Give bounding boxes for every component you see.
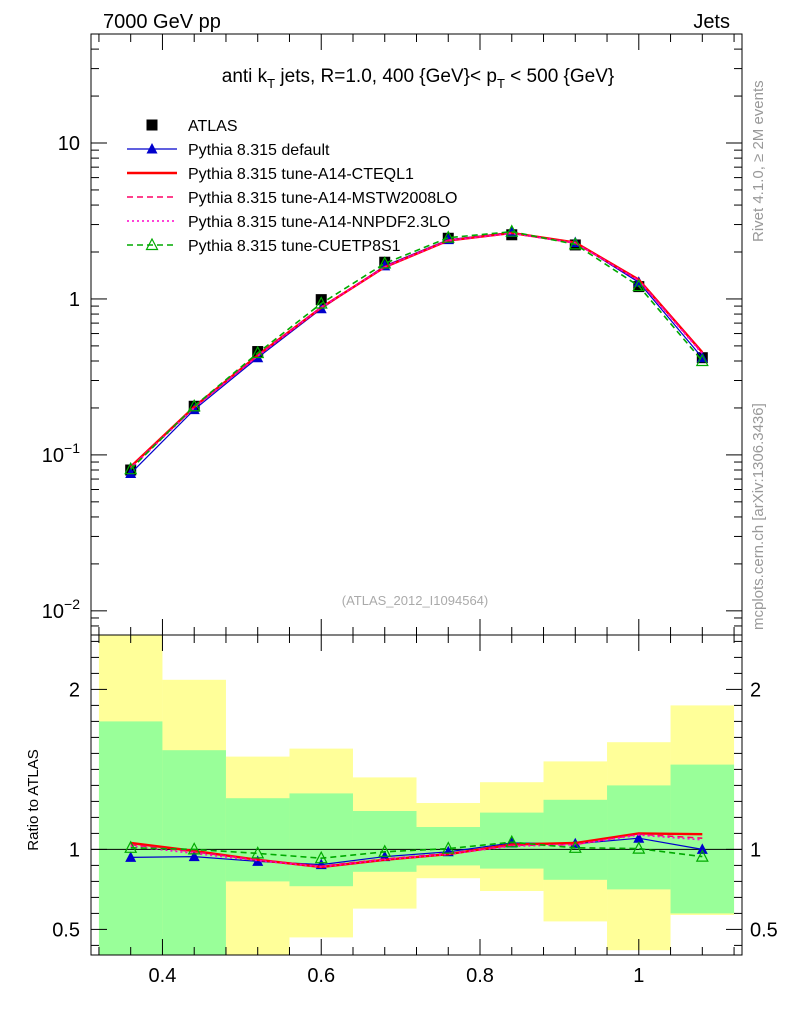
main-point-pythia-8-315-tune-cuetp8s1 [251, 345, 265, 359]
ratio-y-tick-label-left: 2 [69, 679, 80, 701]
legend-label-pythia-8-315-tune-a14-cteql1: Pythia 8.315 tune-A14-CTEQL1 [188, 166, 414, 183]
legend-marker-pythia-8-315-default [146, 143, 158, 154]
ratio-series-pythia-8-315-tune-a14-nnpdf2-3lo [130, 834, 703, 868]
main-y-ticks: 10−2 10−1 1 10 [42, 33, 742, 636]
ratio-band-inner [98, 721, 163, 955]
ratio-y-tick-label-right: 2 [750, 679, 761, 701]
main-point-pythia-8-315-tune-cuetp8s1 [378, 256, 392, 269]
ratio-series [124, 832, 709, 870]
main-y-tick-label: 10−2 [42, 596, 80, 623]
ratio-point-pythia-8-315-tune-cuetp8s1 [251, 846, 265, 859]
mcplots-source-label: mcplots.cern.ch [arXiv:1306.3436] [750, 403, 767, 630]
main-y-tick-label: 1 [69, 289, 80, 311]
chart-title: anti kT jets, R=1.0, 400 {GeV}< pT < 500… [222, 66, 615, 91]
main-point-pythia-8-315-tune-cuetp8s1 [187, 398, 201, 412]
ratio-series-pythia-8-315-tune-cuetp8s1 [124, 834, 709, 864]
legend-entry-pythia-8-315-default: Pythia 8.315 default [127, 142, 330, 159]
main-point-pythia-8-315-tune-cuetp8s1 [568, 237, 582, 250]
main-line-pythia-8-315-tune-cuetp8s1 [130, 230, 703, 470]
main-series-pythia-8-315-tune-cuetp8s1 [124, 224, 709, 475]
ratio-y-tick-label-left: 1 [69, 839, 80, 861]
main-point-pythia-8-315-tune-cuetp8s1 [124, 461, 138, 475]
ratio-point-pythia-8-315-tune-cuetp8s1 [632, 841, 646, 854]
ratio-band-inner [225, 798, 290, 882]
legend-label-pythia-8-315-default: Pythia 8.315 default [188, 142, 330, 159]
legend: ATLAS Pythia 8.315 default Pythia 8.315 tu… [127, 118, 457, 255]
ratio-y-tick-label-left: 0.5 [52, 919, 80, 941]
main-line-pythia-8-315-tune-a14-cteql1 [129, 231, 704, 468]
legend-entry-pythia-8-315-tune-cuetp8s1: Pythia 8.315 tune-CUETP8S1 [127, 237, 401, 255]
main-series [124, 224, 709, 478]
ratio-band-inner [289, 793, 353, 887]
header-category-label: Jets [693, 11, 730, 33]
analysis-watermark: (ATLAS_2012_I1094564) [342, 593, 488, 608]
ratio-y-tick-label-right: 1 [750, 839, 761, 861]
ratio-point-pythia-8-315-tune-cuetp8s1 [124, 840, 138, 853]
ratio-y-tick-label-right: 0.5 [750, 919, 778, 941]
ratio-point-pythia-8-315-tune-cuetp8s1 [695, 849, 709, 862]
ratio-line-pythia-8-315-tune-a14-mstw2008lo [130, 833, 703, 868]
ratio-point-pythia-8-315-tune-cuetp8s1 [314, 850, 328, 864]
ratio-line-pythia-8-315-default [130, 837, 703, 866]
ratio-line-pythia-8-315-tune-cuetp8s1 [130, 841, 703, 860]
main-y-tick-label: 10−1 [42, 440, 80, 467]
header-energy-label: 7000 GeV pp [103, 11, 221, 33]
main-point-pythia-8-315-tune-cuetp8s1 [632, 278, 646, 292]
legend-entry-pythia-8-315-tune-a14-cteql1: Pythia 8.315 tune-A14-CTEQL1 [127, 166, 414, 183]
main-point-atlas [252, 346, 264, 358]
legend-label-pythia-8-315-tune-cuetp8s1: Pythia 8.315 tune-CUETP8S1 [188, 238, 401, 255]
ratio-ylabel: Ratio to ATLAS [25, 749, 42, 850]
main-y-tick-label: 10 [58, 133, 80, 155]
ratio-point-pythia-8-315-default [125, 851, 137, 862]
ratio-series-pythia-8-315-tune-a14-mstw2008lo [130, 833, 703, 868]
legend-label-atlas: ATLAS [188, 118, 238, 135]
main-series-pythia-8-315-default [125, 226, 708, 478]
main-point-atlas [315, 294, 327, 306]
ratio-x-tick-label: 0.6 [307, 965, 335, 987]
ratio-x-tick-label: 0.4 [149, 965, 177, 987]
main-point-pythia-8-315-tune-cuetp8s1 [441, 230, 455, 243]
ratio-ticks: 0.5 0.5 1 1 2 2 0.4 0.6 0.8 1 [52, 635, 778, 987]
ratio-point-pythia-8-315-tune-cuetp8s1 [568, 840, 582, 853]
ratio-point-pythia-8-315-tune-cuetp8s1 [187, 842, 201, 855]
ratio-point-pythia-8-315-default [696, 843, 708, 854]
ratio-point-pythia-8-315-tune-cuetp8s1 [505, 834, 519, 848]
ratio-x-tick-label: 1 [633, 965, 644, 987]
main-series-pythia-8-315-tune-a14-cteql1 [129, 231, 704, 468]
ratio-band-inner [670, 764, 735, 914]
ratio-point-pythia-8-315-tune-cuetp8s1 [441, 841, 455, 854]
main-point-pythia-8-315-default [125, 467, 137, 478]
legend-entry-pythia-8-315-tune-a14-nnpdf2-3lo: Pythia 8.315 tune-A14-NNPDF2.3LO [127, 214, 450, 231]
legend-marker-pythia-8-315-tune-cuetp8s1 [145, 237, 159, 251]
main-line-pythia-8-315-default [130, 231, 703, 474]
rivet-version-label: Rivet 4.1.0, ≥ 2M events [750, 80, 767, 242]
ratio-uncertainty-bands [91, 635, 742, 955]
ratio-panel: 0.5 0.5 1 1 2 2 0.4 0.6 0.8 1 Ratio to ATLAS [25, 634, 778, 987]
ratio-x-tick-label: 0.8 [466, 965, 494, 987]
legend-label-pythia-8-315-tune-a14-nnpdf2-3lo: Pythia 8.315 tune-A14-NNPDF2.3LO [188, 214, 450, 231]
ratio-point-pythia-8-315-default [188, 850, 200, 862]
legend-entry-atlas: ATLAS [146, 118, 238, 135]
legend-entry-pythia-8-315-tune-a14-mstw2008lo: Pythia 8.315 tune-A14-MSTW2008LO [127, 190, 457, 207]
legend-label-pythia-8-315-tune-a14-mstw2008lo: Pythia 8.315 tune-A14-MSTW2008LO [188, 190, 457, 207]
ratio-series-pythia-8-315-default [125, 832, 708, 870]
ratio-point-pythia-8-315-tune-cuetp8s1 [378, 844, 392, 857]
main-point-pythia-8-315-tune-cuetp8s1 [314, 296, 328, 309]
ratio-line-pythia-8-315-tune-a14-nnpdf2-3lo [130, 834, 703, 868]
legend-marker-atlas [146, 119, 158, 131]
main-point-pythia-8-315-tune-cuetp8s1 [695, 353, 709, 367]
ratio-frame [90, 634, 743, 956]
main-point-pythia-8-315-tune-cuetp8s1 [505, 224, 519, 237]
main-series-atlas [125, 229, 708, 476]
main-panel: 10−2 10−1 1 10 (ATLAS_2012_I1094564) anti k… [42, 33, 743, 636]
ratio-point-pythia-8-315-default [633, 832, 645, 843]
